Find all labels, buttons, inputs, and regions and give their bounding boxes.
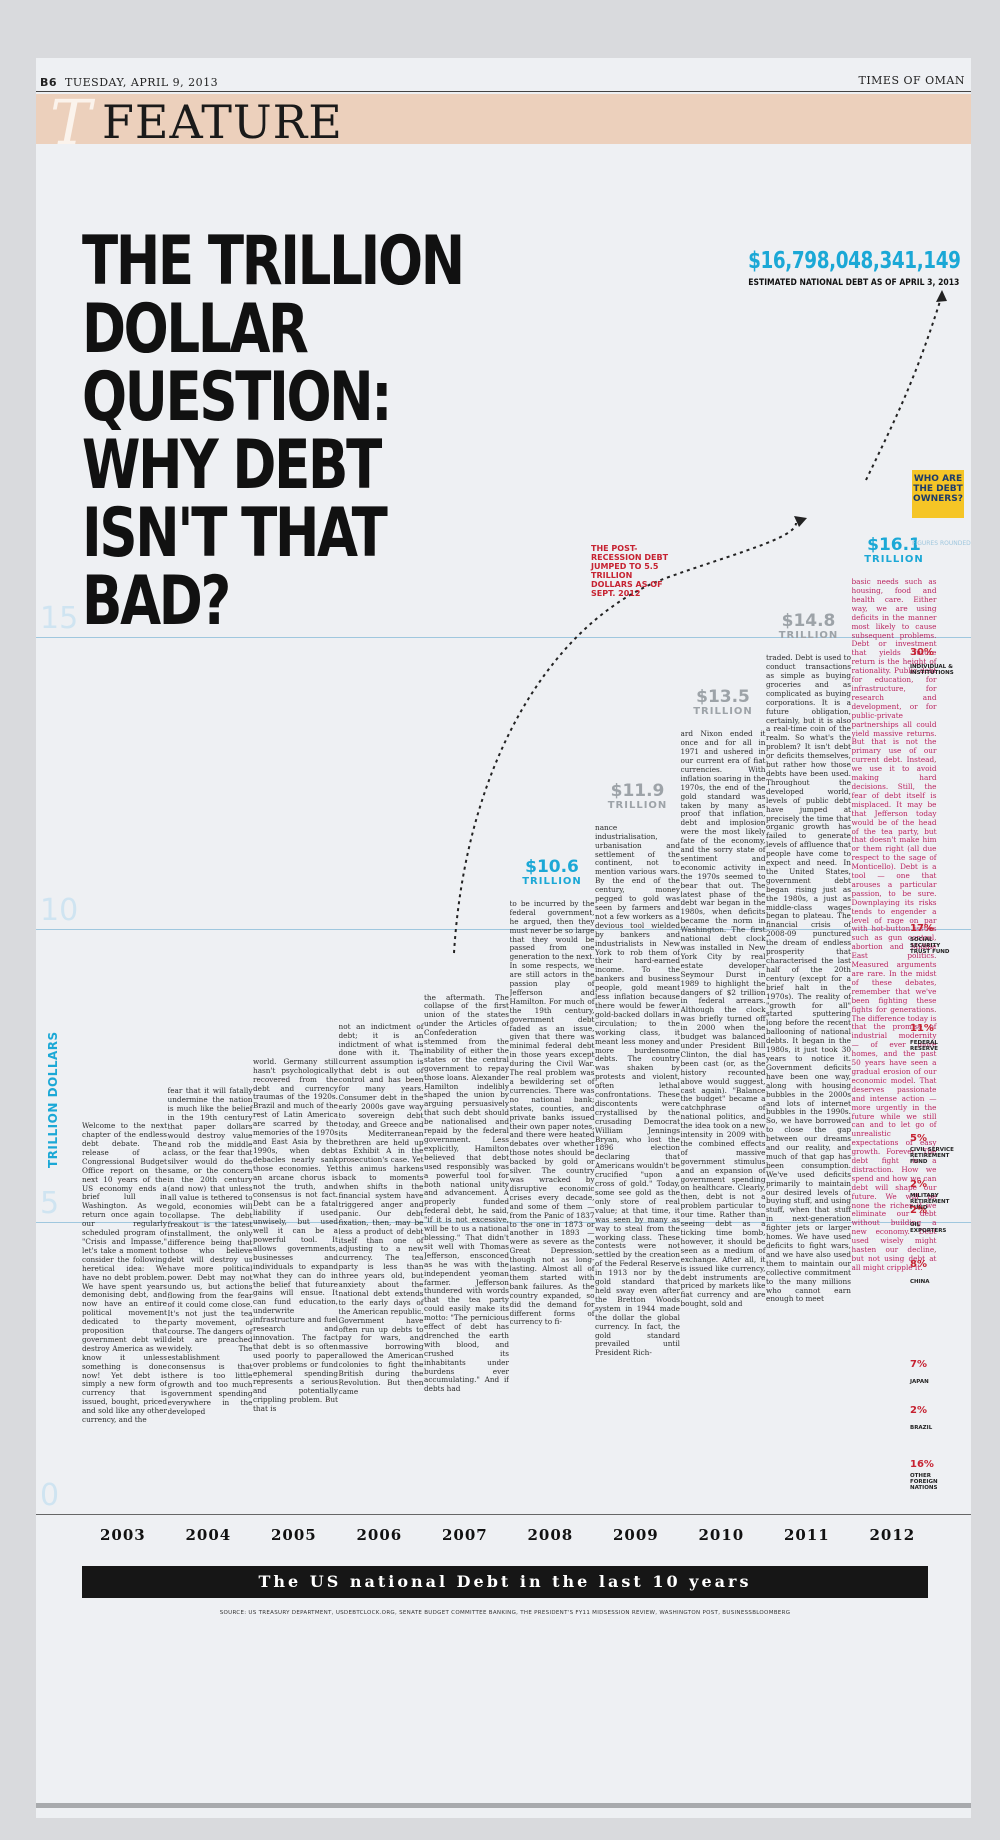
x-tick-label-2005: 2005	[271, 1526, 317, 1544]
article-column-bar-2005: world. Germany still hasn't psychologica…	[253, 1057, 338, 1414]
y-tick-label: 15	[40, 600, 79, 636]
page-number: B6	[40, 76, 58, 89]
debt-owners-box: WHO ARE THE DEBT OWNERS?	[912, 470, 964, 518]
x-tick-label-2006: 2006	[356, 1526, 403, 1544]
owner-percent: 17%	[910, 923, 934, 934]
data-label-unit: TRILLION	[607, 799, 668, 811]
data-label-2008: $10.6 TRILLION	[510, 858, 595, 888]
year-axis: 2003 2004 2005 2006 2007 2008 2009 2010 2011 2012	[36, 1526, 971, 1548]
article-column-bar-2011: traded. Debt is used to conduct transact…	[766, 654, 851, 1304]
owner-row: 2% MILITARY RETIREMENT FUND	[910, 1172, 971, 1211]
data-label-2010: $13.5 TRILLION	[681, 688, 766, 718]
owner-percent: 2%	[910, 1405, 927, 1416]
gridline-10	[36, 929, 971, 930]
article-column-bar-2010: ard Nixon ended it once and for all in 1…	[680, 730, 766, 1309]
chart-caption: The US national Debt in the last 10 year…	[82, 1566, 928, 1598]
owner-row: 30% INDIVIDUAL & INSTITUTIONS	[910, 640, 971, 678]
chart-baseline	[36, 1514, 971, 1515]
owner-row: 2% BRAZIL	[910, 1398, 971, 1436]
x-tick-label-2011: 2011	[784, 1526, 830, 1544]
data-label-value: $16.1	[867, 535, 921, 556]
owner-row: 7% JAPAN	[910, 1352, 971, 1390]
section-title: FEATURE	[102, 95, 343, 149]
x-tick-label-2003: 2003	[100, 1526, 146, 1544]
x-tick-label-2008: 2008	[527, 1526, 574, 1544]
owner-percent: 16%	[910, 1459, 934, 1470]
data-label-unit: TRILLION	[778, 630, 839, 642]
owner-row: 8% CHINA	[910, 1252, 971, 1290]
article-column-bar-2006: not an indictment of debt; it is an indi…	[338, 1022, 424, 1396]
page-date: TUESDAY, APRIL 9, 2013	[65, 76, 219, 89]
owner-name: INDIVIDUAL & INSTITUTIONS	[910, 663, 954, 676]
data-label-unit: TRILLION	[693, 706, 753, 718]
owner-percent: 5%	[910, 1133, 927, 1144]
publication-name: TIMES OF OMAN	[858, 74, 965, 87]
section-logo: T	[50, 86, 92, 159]
data-label-value: $11.9	[610, 780, 665, 801]
bottom-rule	[36, 1803, 971, 1808]
owner-percent: 2%	[910, 1179, 927, 1190]
owner-name: CIVIL SERVICE RETIREMENT FUND	[910, 1146, 954, 1165]
article-column-bar-2012: basic needs such as housing, food and he…	[851, 578, 937, 1272]
data-label-value: $13.5	[696, 687, 750, 708]
article-column-bar-2004: fear that it will fatally undermine the …	[167, 1087, 253, 1416]
gridline-5	[36, 1221, 971, 1223]
owner-percent: 30%	[910, 647, 934, 658]
article-column-bar-2003: Welcome to the next chapter of the endle…	[82, 1122, 167, 1425]
section-band	[36, 94, 971, 144]
owner-name: FEDERAL RESERVE	[910, 1039, 938, 1052]
x-tick-label-2010: 2010	[698, 1526, 745, 1544]
owner-row: 16% OTHER FOREIGN NATIONS	[910, 1452, 971, 1491]
x-tick-label-2007: 2007	[442, 1526, 488, 1544]
y-tick-label: 10	[40, 893, 79, 928]
article-column-bar-2009: nance industrialisation, urbanisation an…	[595, 823, 680, 1358]
data-label-2011: $14.8 TRILLION	[766, 612, 851, 642]
data-label-2012: $16.1 TRILLION	[852, 536, 937, 566]
owner-row: 2% OIL EXPORTERS	[910, 1198, 971, 1236]
owners-sub-label: FIGURES ROUNDED	[912, 540, 971, 547]
x-tick-label-2004: 2004	[185, 1526, 232, 1544]
owner-percent: 7%	[910, 1359, 927, 1370]
data-label-value: $10.6	[525, 856, 579, 877]
total-debt-value: $16,798,048,341,149	[748, 248, 962, 274]
owner-row: 17% SOCIAL SECURITY TRUST FUND	[910, 916, 971, 955]
owner-name: CHINA	[910, 1278, 930, 1285]
data-label-value: $14.8	[781, 611, 836, 632]
owner-row: 5% CIVIL SERVICE RETIREMENT FUND	[910, 1126, 971, 1165]
owner-name: JAPAN	[910, 1378, 929, 1385]
data-label-unit: TRILLION	[522, 875, 582, 887]
owner-name: OIL EXPORTERS	[910, 1221, 947, 1234]
page-header-left: B6 TUESDAY, APRIL 9, 2013	[40, 76, 218, 89]
owner-name: BRAZIL	[910, 1424, 933, 1431]
newspaper-page: B6 TUESDAY, APRIL 9, 2013 TIMES OF OMAN T…	[36, 58, 971, 1818]
header-rule	[36, 91, 971, 92]
source-line: SOURCE: US TREASURY DEPARTMENT, USDEBTCL…	[219, 1610, 791, 1616]
owner-name: OTHER FOREIGN NATIONS	[910, 1472, 938, 1491]
owner-percent: 8%	[910, 1259, 927, 1270]
data-label-2009: $11.9 TRILLION	[595, 782, 680, 812]
owner-row: 11% FEDERAL RESERVE	[910, 1016, 971, 1054]
y-tick-label: 5	[40, 1185, 60, 1221]
owner-name: SOCIAL SECURITY TRUST FUND	[910, 936, 950, 955]
data-label-unit: TRILLION	[864, 554, 924, 566]
y-tick-label: 0	[40, 1478, 60, 1513]
x-tick-label-2009: 2009	[613, 1526, 659, 1544]
article-column-bar-2008: to be incurred by the federal government…	[509, 899, 595, 1327]
total-debt-label: ESTIMATED NATIONAL DEBT AS OF APRIL 3, 2…	[747, 278, 959, 288]
owner-percent: 2%	[910, 1205, 927, 1216]
article-column-bar-2007: the aftermath. The collapse of the first…	[424, 993, 509, 1394]
debt-trend-curve	[453, 290, 947, 954]
owner-name: MILITARY RETIREMENT FUND	[910, 1192, 950, 1211]
x-tick-label-2012: 2012	[869, 1526, 916, 1544]
headline: THE TRILLION DOLLAR QUESTION: WHY DEBT I…	[82, 222, 465, 641]
owner-percent: 11%	[910, 1023, 934, 1034]
gridline-15	[36, 636, 971, 638]
post-recession-note: THE POST-RECESSION DEBT JUMPED TO 5.5 TR…	[591, 544, 669, 598]
